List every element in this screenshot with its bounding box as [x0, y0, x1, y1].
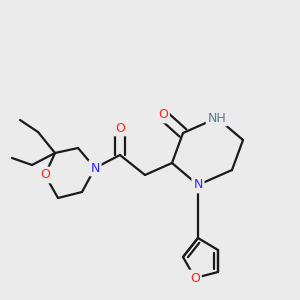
Text: NH: NH: [208, 112, 226, 124]
Text: N: N: [193, 178, 203, 191]
Text: O: O: [158, 109, 168, 122]
Text: O: O: [40, 169, 50, 182]
Text: N: N: [90, 161, 100, 175]
Text: O: O: [190, 272, 200, 284]
Text: O: O: [115, 122, 125, 134]
